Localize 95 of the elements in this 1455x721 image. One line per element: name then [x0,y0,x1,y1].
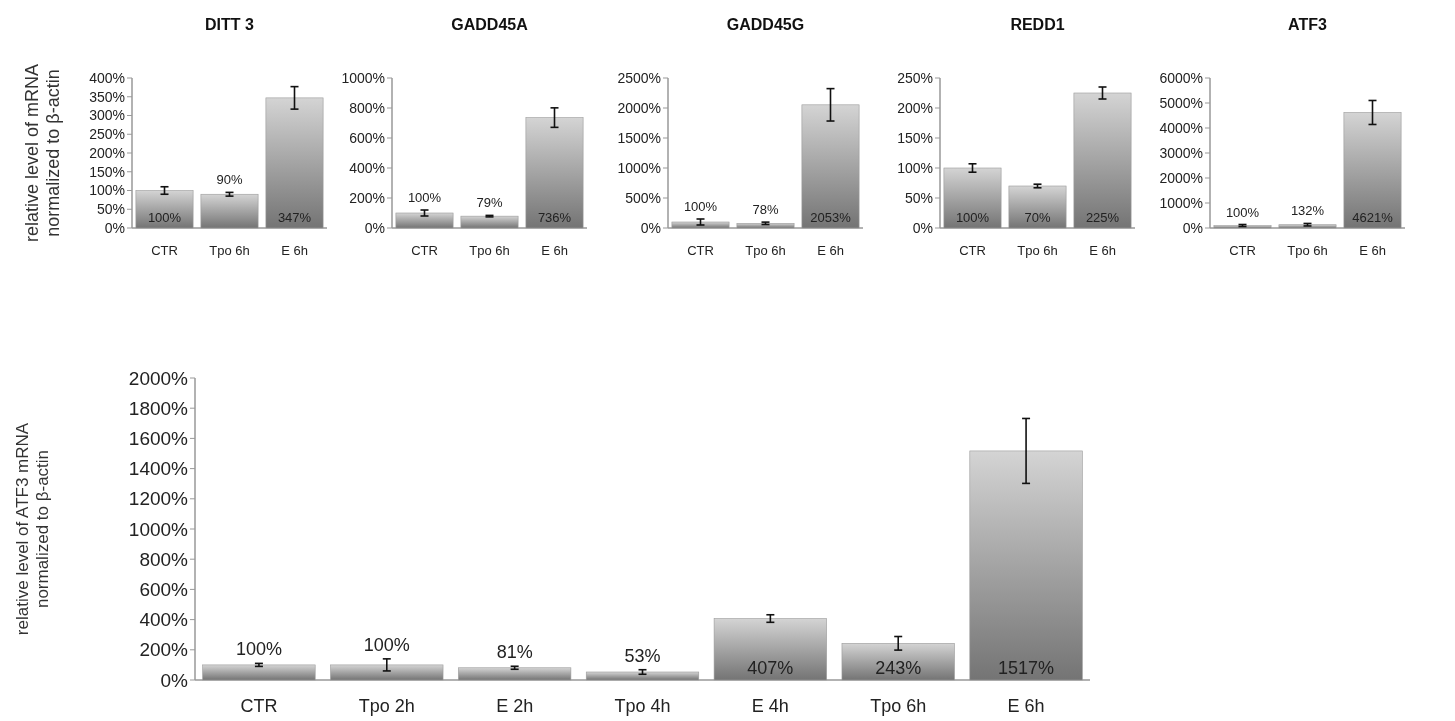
y-tick-label: 350% [89,88,125,105]
y-axis-title: relative level of mRNA normalized to β-actin [22,63,63,243]
x-tick-label: CTR [687,243,714,258]
chart-title: GADD45G [726,16,805,33]
y-tick-label: 200% [349,189,385,206]
data-label: 79% [476,195,503,211]
y-tick-label: 400% [349,159,385,176]
y-tick-label: 5000% [1159,94,1203,111]
chart-title: REDD1 [1010,16,1065,33]
x-tick-label: E 4h [751,696,789,716]
x-tick-label: Tpo 6h [469,243,510,258]
y-tick-label: 0% [640,219,661,236]
x-tick-label: CTR [240,696,278,716]
y-tick-label: 0% [160,669,189,691]
y-tick-label: 1400% [128,458,189,480]
data-label: 100% [363,634,410,655]
y-tick-label: 200% [89,144,125,161]
x-tick-label: E 6h [281,243,308,258]
x-tick-label: E 6h [1089,243,1116,258]
y-tick-label: 150% [89,163,125,180]
data-label: 100% [683,199,718,214]
y-tick-label: 1600% [128,428,189,450]
x-tick-label: CTR [411,243,438,258]
x-tick-label: Tpo 6h [745,243,786,258]
y-tick-label: 0% [912,219,933,236]
y-tick-label: 2000% [617,99,661,116]
y-tick-label: 6000% [1159,69,1203,86]
data-label: 100% [407,190,442,205]
data-label: 4621% [1352,210,1394,225]
x-tick-label: Tpo 6h [209,243,250,258]
data-label: 2053% [810,210,852,225]
y-tick-label: 2000% [1159,169,1203,186]
y-tick-label: 200% [139,639,189,661]
data-label: 736% [537,210,572,225]
y-tick-label: 300% [89,107,125,124]
y-tick-label: 50% [96,201,125,218]
data-label: 78% [752,202,779,218]
data-label: 100% [955,210,990,225]
x-tick-label: Tpo 2h [358,696,415,716]
x-tick-label: Tpo 6h [870,696,927,716]
y-tick-label: 2000% [128,367,189,389]
y-tick-label: 100% [897,159,933,176]
y-tick-label: 800% [139,548,189,570]
y-tick-label: 1500% [617,129,661,146]
data-label: 90% [216,172,243,188]
y-tick-label: 1000% [617,159,661,176]
x-tick-label: Tpo 6h [1017,243,1058,258]
y-tick-label: 0% [104,219,125,236]
y-tick-label: 250% [897,69,933,86]
x-tick-label: E 6h [541,243,568,258]
data-label: 100% [1225,204,1260,220]
y-tick-label: 0% [364,219,385,236]
y-tick-label: 400% [89,69,125,86]
x-tick-label: CTR [1229,243,1256,258]
data-label: 407% [747,658,794,678]
y-tick-label: 1200% [128,488,189,510]
data-label: 81% [496,642,533,663]
y-tick-label: 4000% [1159,119,1203,136]
data-label: 70% [1024,210,1051,225]
chart-title: DITT 3 [205,16,255,33]
chart-title: GADD45A [451,16,529,33]
y-tick-label: 0% [1182,219,1203,236]
y-tick-label: 2500% [617,69,661,86]
y-tick-label: 800% [349,99,385,116]
y-tick-label: 600% [139,579,189,601]
x-tick-label: E 6h [1007,696,1045,716]
y-tick-label: 600% [349,129,385,146]
data-label: 243% [875,658,922,678]
y-axis-title: relative level of ATF3 mRNA normalized to β-actin [13,422,52,636]
data-label: 132% [1290,203,1325,219]
chart-title: ATF3 [1288,16,1328,33]
y-tick-label: 1000% [128,518,189,540]
x-tick-label: E 6h [1359,243,1386,258]
y-tick-label: 200% [897,99,933,116]
x-tick-label: E 2h [496,696,534,716]
x-tick-label: CTR [959,243,986,258]
y-tick-label: 1800% [128,397,189,419]
y-tick-label: 1000% [341,69,385,86]
y-tick-label: 400% [139,609,189,631]
data-label: 53% [624,645,661,666]
x-tick-label: Tpo 6h [1287,243,1328,258]
x-tick-label: CTR [151,243,178,258]
y-tick-label: 1000% [1159,194,1203,211]
data-label: 225% [1085,210,1120,225]
x-tick-label: E 6h [817,243,844,258]
y-tick-label: 500% [625,189,661,206]
data-label: 100% [235,639,282,660]
y-tick-label: 250% [89,126,125,143]
y-tick-label: 50% [904,189,933,206]
data-label: 347% [277,210,312,225]
y-tick-label: 150% [897,129,933,146]
y-tick-label: 3000% [1159,144,1203,161]
data-label: 1517% [998,658,1055,678]
y-tick-label: 100% [89,182,125,199]
x-tick-label: Tpo 4h [614,696,671,716]
